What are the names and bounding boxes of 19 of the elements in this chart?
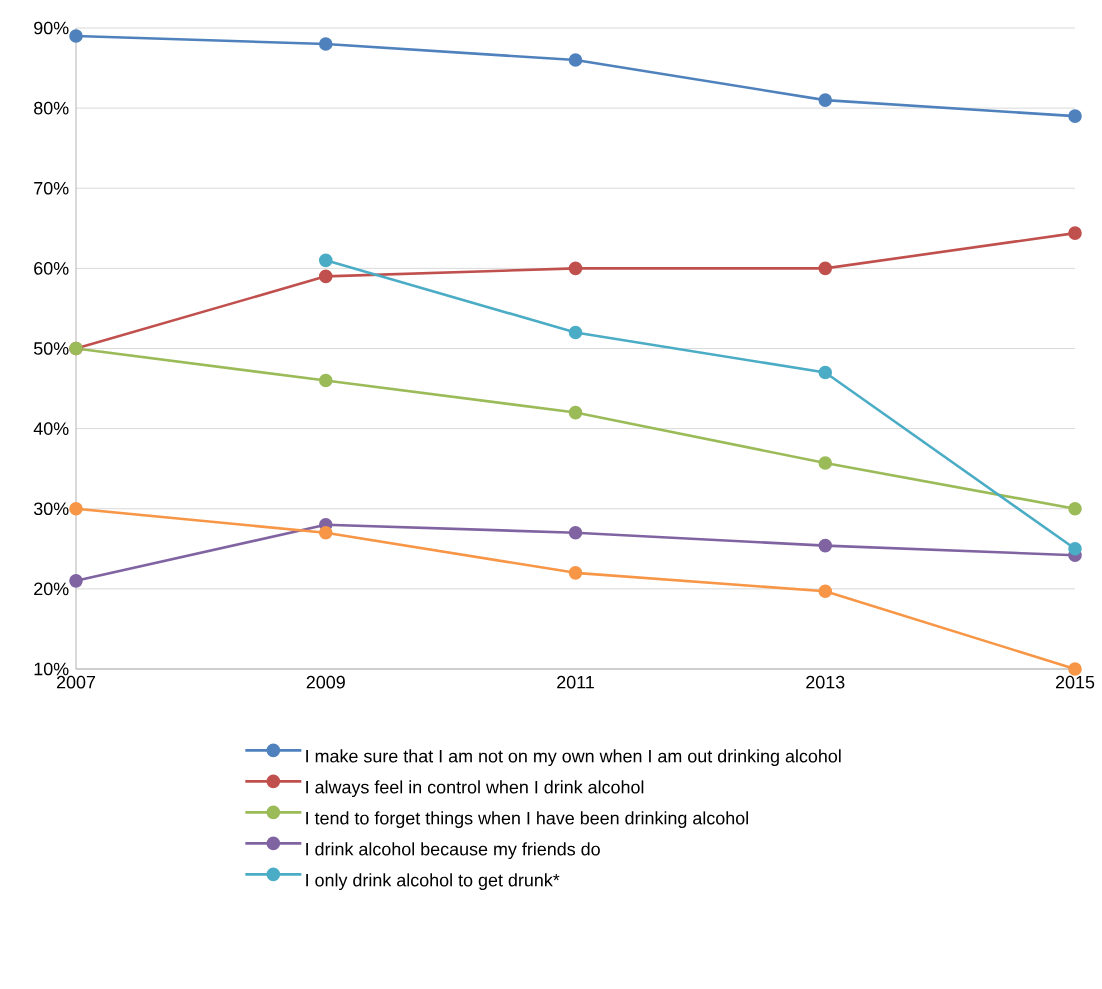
y-tick-label: 20%	[34, 582, 69, 596]
y-tick-label: 70%	[34, 181, 69, 195]
x-tick-label: 2015	[1055, 675, 1095, 689]
x-tick-label: 2011	[557, 675, 594, 689]
y-tick-label: 90%	[34, 21, 69, 35]
x-tick-label: 2009	[306, 675, 345, 689]
legend-label: I tend to forget things when I have been drinking alcohol	[306, 811, 748, 829]
x-tick-label: 2013	[806, 675, 845, 689]
x-tick-label: 2007	[56, 675, 96, 689]
legend-label: I drink alcohol because my friends do	[306, 842, 600, 860]
y-tick-label: 30%	[33, 502, 69, 516]
y-tick-label: 10%	[34, 662, 69, 676]
legend-label: I only drink alcohol to get drunk*	[306, 873, 560, 891]
y-tick-label: 80%	[34, 101, 69, 115]
y-tick-label: 40%	[33, 422, 69, 435]
legend-label: I make sure that I am not on my own when I am out drinking alcohol	[306, 749, 841, 767]
legend-label: I always feel in control when I drink alcohol	[306, 780, 644, 798]
y-tick-label: 50%	[33, 342, 69, 355]
y-tick-label: 60%	[34, 262, 69, 275]
